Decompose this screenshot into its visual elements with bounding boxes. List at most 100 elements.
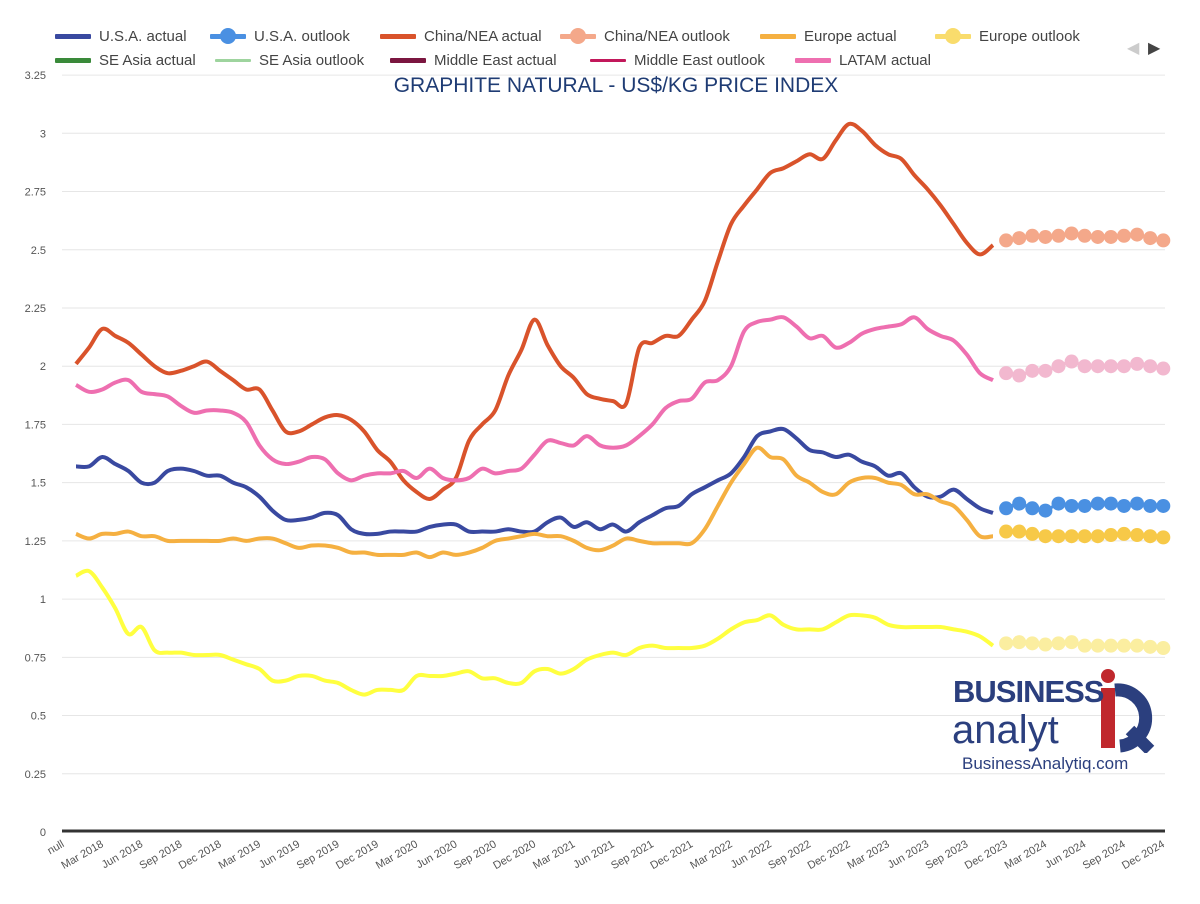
logo-url: BusinessAnalytiq.com (962, 754, 1129, 773)
x-tick-label: Mar 2018 (59, 838, 105, 872)
legend-next-button[interactable]: ▶ (1148, 38, 1160, 58)
legend-swatch (215, 59, 251, 62)
x-tick-label: Dec 2024 (1120, 838, 1167, 872)
china-nea-outlook-point (999, 233, 1014, 248)
europe-outlook-point (1051, 529, 1066, 544)
europe-outlook-point (1038, 529, 1053, 544)
legend-item[interactable]: LATAM actual (795, 52, 931, 69)
x-tick-label: Dec 2021 (648, 838, 695, 872)
legend-swatch (55, 34, 91, 39)
legend-item[interactable]: U.S.A. outlook (210, 28, 350, 45)
legend-label: LATAM actual (839, 52, 931, 69)
triangle-right-icon: ▶ (1148, 40, 1161, 57)
u-s-a-outlook-point (1051, 496, 1066, 511)
x-tick-label: Mar 2023 (845, 838, 891, 872)
series-line (75, 568, 995, 697)
series-point (1156, 641, 1171, 656)
series-point (1025, 636, 1040, 651)
china-nea-outlook-point (1103, 229, 1118, 244)
x-tick-label: Sep 2023 (924, 838, 971, 872)
legend-label: U.S.A. outlook (254, 28, 350, 45)
series-point (1130, 356, 1145, 371)
europe-outlook-point (1064, 529, 1079, 544)
china-nea-outlook-point (1117, 228, 1131, 243)
china-nea-outlook-point (1156, 233, 1171, 248)
businessanalytiq-logo: BUSINESS analyt BusinessAnalytiq.com (950, 668, 1165, 778)
legend-item[interactable]: China/NEA actual (380, 28, 542, 45)
legend-swatch (210, 28, 246, 44)
x-tick-label: Mar 2024 (1003, 838, 1049, 872)
y-tick-label: 1.25 (25, 536, 46, 548)
china-nea-outlook-point (1130, 227, 1145, 242)
x-tick-label: Dec 2020 (491, 838, 538, 872)
series-point (1090, 359, 1105, 374)
series-point (1077, 638, 1092, 653)
x-tick-label: Dec 2023 (963, 838, 1010, 872)
y-tick-label: 0 (40, 827, 46, 839)
y-tick-label: 0.75 (25, 652, 46, 664)
y-tick-label: 0.5 (31, 711, 46, 723)
china-nea-outlook-point (1077, 228, 1092, 243)
legend-item[interactable]: SE Asia actual (55, 52, 196, 69)
u-s-a-outlook-point (1156, 498, 1171, 513)
europe-outlook-point (1090, 529, 1105, 544)
series-point (999, 636, 1014, 651)
series-point (1038, 363, 1053, 378)
legend-swatch (380, 34, 416, 39)
y-tick-label: 1.75 (25, 419, 46, 431)
china-nea-outlook-point (1051, 228, 1066, 243)
europe-outlook-point (1130, 528, 1145, 543)
legend-label: U.S.A. actual (99, 28, 187, 45)
x-tick-label: Mar 2020 (374, 838, 420, 872)
u-s-a-outlook-point (999, 501, 1014, 516)
y-tick-label: 2.75 (25, 187, 46, 199)
series-point (1012, 368, 1027, 383)
legend-swatch (760, 34, 796, 39)
europe-outlook-point (999, 524, 1014, 539)
u-s-a-outlook-point (1038, 503, 1053, 518)
legend-item[interactable]: SE Asia outlook (215, 52, 364, 69)
legend-label: SE Asia actual (99, 52, 196, 69)
legend-label: SE Asia outlook (259, 52, 365, 69)
series-point (1012, 635, 1027, 650)
x-tick-label: Sep 2020 (452, 838, 499, 872)
legend-item[interactable]: Europe actual (760, 28, 897, 45)
europe-outlook-point (1103, 528, 1118, 543)
legend-label: China/NEA outlook (604, 28, 730, 45)
legend-item[interactable]: Middle East outlook (590, 52, 765, 69)
legend-swatch (560, 28, 596, 44)
u-s-a-outlook-point (1090, 496, 1105, 511)
legend-prev-button[interactable]: ◀ (1127, 38, 1139, 58)
iq-logo-mark (1101, 669, 1155, 753)
legend-item[interactable]: U.S.A. actual (55, 28, 187, 45)
legend-item[interactable]: Europe outlook (935, 28, 1080, 45)
logo-text-top: BUSINESS (953, 674, 1104, 709)
china-nea-outlook-point (1038, 229, 1053, 244)
china-nea-actual-line (74, 121, 995, 501)
series-point (1051, 636, 1066, 651)
legend-item[interactable]: Middle East actual (390, 52, 557, 69)
series-point (1130, 638, 1145, 653)
y-tick-label: 1 (40, 594, 46, 606)
legend-item[interactable]: China/NEA outlook (560, 28, 730, 45)
series-point (1143, 639, 1158, 654)
series-point (1117, 638, 1131, 653)
u-s-a-outlook-point (1117, 498, 1131, 513)
legend-swatch (795, 58, 831, 63)
series-point (1143, 359, 1158, 374)
legend-label: China/NEA actual (424, 28, 542, 45)
x-tick-label: Jun 2023 (886, 838, 931, 871)
legend-swatch (590, 59, 626, 62)
x-tick-label: Dec 2022 (806, 838, 853, 872)
y-tick-label: 3.25 (25, 70, 46, 82)
triangle-left-icon: ◀ (1127, 40, 1140, 57)
x-tick-label: Dec 2018 (177, 838, 224, 872)
europe-outlook-point (1077, 529, 1092, 544)
series-point (1103, 638, 1118, 653)
legend-label: Europe actual (804, 28, 897, 45)
u-s-a-outlook-point (1025, 501, 1040, 516)
europe-outlook-point (1156, 530, 1171, 545)
y-tick-label: 0.25 (25, 769, 46, 781)
series-point (1064, 354, 1079, 369)
